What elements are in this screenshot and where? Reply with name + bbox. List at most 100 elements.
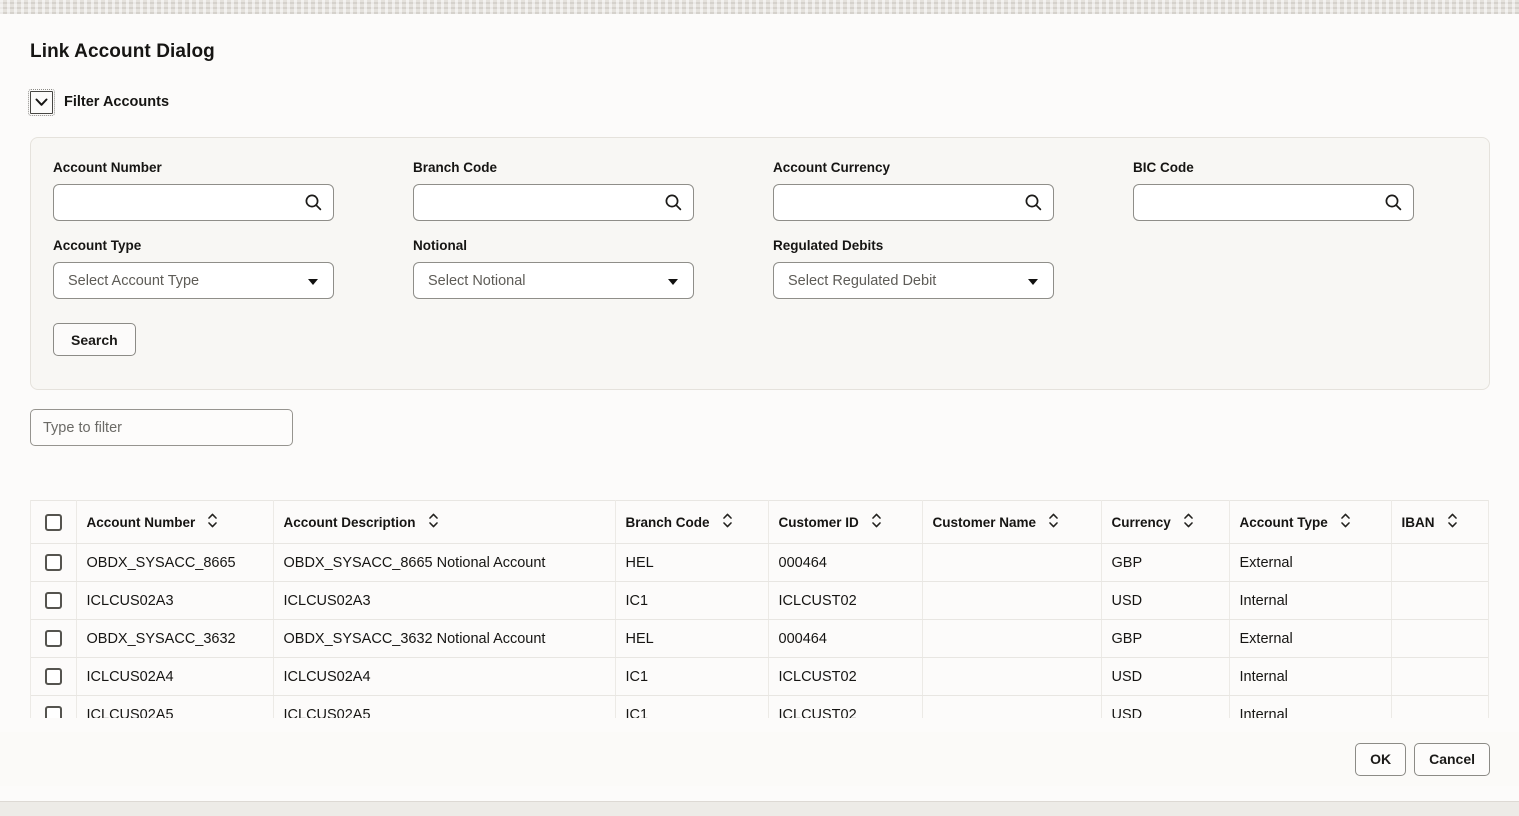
caret-down-icon — [1028, 279, 1038, 285]
notional-select[interactable]: Select Notional — [413, 262, 694, 299]
cell-account-number: ICLCUS02A3 — [76, 581, 274, 620]
cell-branch-code: IC1 — [615, 695, 769, 718]
chevron-down-icon — [35, 95, 48, 110]
column-label: Customer Name — [932, 514, 1037, 530]
cell-customer-name — [922, 657, 1102, 696]
bic-code-input[interactable] — [1133, 184, 1414, 221]
cell-account-type: Internal — [1229, 581, 1392, 620]
sort-icon — [207, 512, 218, 532]
branch-code-input[interactable] — [413, 184, 694, 221]
account-type-select[interactable]: Select Account Type — [53, 262, 334, 299]
cell-customer-id: ICLCUST02 — [768, 657, 923, 696]
field-bic-code: BIC Code — [1133, 160, 1414, 221]
field-label: Account Number — [53, 160, 162, 175]
row-checkbox[interactable] — [44, 630, 62, 647]
field-label: BIC Code — [1133, 160, 1194, 175]
column-label: Branch Code — [625, 514, 710, 530]
cell-account-type: External — [1229, 619, 1392, 658]
cell-iban — [1391, 657, 1488, 696]
column-header-customer-name[interactable]: Customer Name — [922, 500, 1102, 544]
cell-branch-code: IC1 — [615, 657, 769, 696]
cell-customer-name — [922, 581, 1102, 620]
search-button[interactable]: Search — [53, 323, 136, 356]
cell-customer-id: 000464 — [768, 619, 923, 658]
cell-customer-name — [922, 695, 1102, 718]
field-label: Notional — [413, 238, 467, 253]
cell-account-type: External — [1229, 543, 1392, 582]
column-label: Account Description — [283, 514, 416, 530]
table-row: ICLCUS02A5 ICLCUS02A5 IC1 ICLCUST02 USD Inter… — [31, 695, 1488, 718]
field-regulated-debits: Regulated Debits Select Regulated Debit — [773, 238, 1054, 299]
cell-customer-name — [922, 619, 1102, 658]
cell-customer-name — [922, 543, 1102, 582]
field-notional: Notional Select Notional — [413, 238, 694, 299]
field-label: Branch Code — [413, 160, 498, 175]
dialog-title: Link Account Dialog — [30, 41, 215, 62]
row-checkbox[interactable] — [44, 706, 62, 718]
column-header-account-number[interactable]: Account Number — [76, 500, 274, 544]
link-account-dialog: Link Account Dialog Filter Accounts Acco… — [0, 14, 1519, 801]
cell-iban — [1391, 619, 1488, 658]
sort-icon — [1447, 512, 1458, 532]
table-header-row: Account Number Account Description Branch … — [31, 500, 1488, 544]
sort-icon — [722, 512, 733, 532]
field-account-type: Account Type Select Account Type — [53, 238, 334, 299]
row-checkbox[interactable] — [44, 592, 62, 609]
cell-account-description: OBDX_SYSACC_3632 Notional Account — [273, 619, 616, 658]
cell-account-description: OBDX_SYSACC_8665 Notional Account — [273, 543, 616, 582]
cell-customer-id: ICLCUST02 — [768, 581, 923, 620]
filter-accounts-label: Filter Accounts — [64, 94, 170, 110]
row-checkbox[interactable] — [44, 554, 62, 571]
caret-down-icon — [308, 279, 318, 285]
ok-button[interactable]: OK — [1355, 742, 1407, 776]
cell-account-description: ICLCUS02A5 — [273, 695, 616, 718]
field-account-currency: Account Currency — [773, 160, 1054, 221]
column-label: IBAN — [1401, 514, 1435, 530]
table-row: OBDX_SYSACC_3632 OBDX_SYSACC_3632 Notiona… — [31, 619, 1488, 658]
table-row: OBDX_SYSACC_8665 OBDX_SYSACC_8665 Notiona… — [31, 543, 1488, 582]
table-row: ICLCUS02A3 ICLCUS02A3 IC1 ICLCUST02 USD Inter… — [31, 581, 1488, 620]
filter-accounts-header: Filter Accounts — [28, 88, 1490, 116]
column-header-branch-code[interactable]: Branch Code — [615, 500, 769, 544]
cancel-button[interactable]: Cancel — [1414, 742, 1490, 776]
cell-account-number: ICLCUS02A4 — [76, 657, 274, 696]
account-number-input[interactable] — [53, 184, 334, 221]
column-label: Currency — [1111, 514, 1171, 530]
field-label: Account Type — [53, 238, 142, 253]
column-label: Account Type — [1239, 514, 1328, 530]
cell-branch-code: IC1 — [615, 581, 769, 620]
filter-accounts-collapse-button[interactable] — [28, 88, 55, 116]
caret-down-icon — [668, 279, 678, 285]
field-label: Account Currency — [773, 160, 891, 175]
account-currency-input[interactable] — [773, 184, 1054, 221]
field-account-number: Account Number — [53, 160, 334, 221]
row-checkbox[interactable] — [44, 668, 62, 685]
accounts-table: Account Number Account Description Branch … — [30, 500, 1489, 718]
cell-iban — [1391, 543, 1488, 582]
table-row: ICLCUS02A4 ICLCUS02A4 IC1 ICLCUST02 USD Inter… — [31, 657, 1488, 696]
field-label: Regulated Debits — [773, 238, 884, 253]
regulated-debits-select[interactable]: Select Regulated Debit — [773, 262, 1054, 299]
select-all-checkbox[interactable] — [44, 513, 62, 531]
search-fields-row: Account Number Branch Code Account Curre… — [53, 160, 1467, 221]
cell-currency: GBP — [1101, 543, 1230, 582]
select-placeholder: Select Notional — [428, 272, 526, 289]
page-background-texture — [0, 0, 1519, 14]
cell-account-type: Internal — [1229, 657, 1392, 696]
column-header-iban[interactable]: IBAN — [1391, 500, 1488, 544]
cell-branch-code: HEL — [615, 543, 769, 582]
sort-icon — [428, 512, 439, 532]
column-header-currency[interactable]: Currency — [1101, 500, 1230, 544]
filter-panel: Account Number Branch Code Account Curre… — [30, 137, 1490, 390]
dialog-footer: OK Cancel — [0, 732, 1519, 786]
cell-account-number: OBDX_SYSACC_3632 — [76, 619, 274, 658]
column-header-account-description[interactable]: Account Description — [273, 500, 616, 544]
field-branch-code: Branch Code — [413, 160, 694, 221]
column-header-customer-id[interactable]: Customer ID — [768, 500, 923, 544]
select-placeholder: Select Account Type — [68, 272, 200, 289]
column-label: Customer ID — [778, 514, 859, 530]
cell-account-number: ICLCUS02A5 — [76, 695, 274, 718]
cell-customer-id: 000464 — [768, 543, 923, 582]
column-header-account-type[interactable]: Account Type — [1229, 500, 1392, 544]
quick-filter-input[interactable] — [30, 409, 293, 446]
